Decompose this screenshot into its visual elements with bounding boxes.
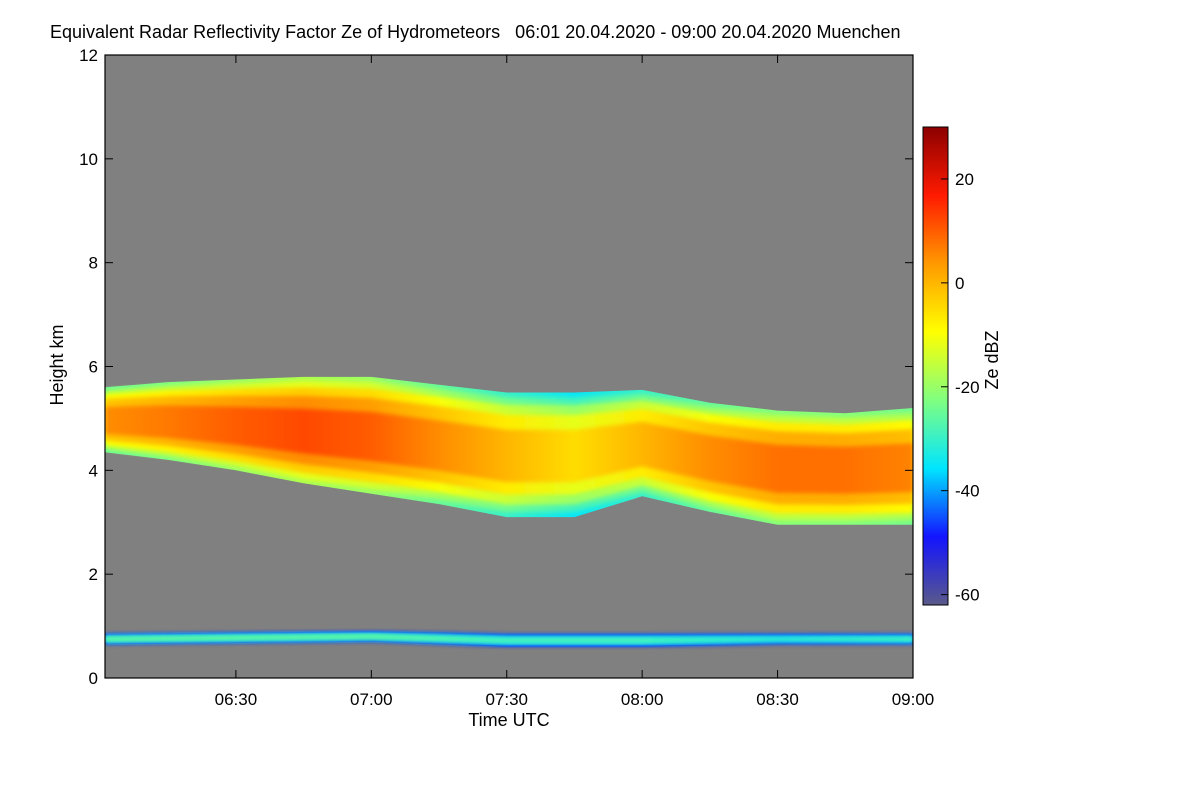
echo-layers [105, 376, 913, 647]
colorbar [922, 126, 949, 606]
y-tick-label: 2 [89, 565, 98, 584]
x-tick-label: 09:00 [892, 690, 935, 709]
y-axis-title: Height km [47, 324, 67, 405]
y-tick-label: 12 [79, 46, 98, 65]
colorbar-ticks: 20 0 -20 -40 -60 [941, 170, 980, 605]
x-axis-title: Time UTC [468, 710, 549, 730]
plot-background [105, 55, 913, 678]
y-axis: 0 2 4 6 8 10 12 [79, 46, 913, 688]
x-axis: 06:30 07:00 07:30 08:00 08:30 09:00 [215, 55, 935, 709]
x-tick-label: 08:30 [756, 690, 799, 709]
y-tick-label: 0 [89, 669, 98, 688]
chart-title: Equivalent Radar Reflectivity Factor Ze … [50, 22, 901, 42]
colorbar-tick-label: -20 [955, 378, 980, 397]
y-tick-label: 4 [89, 461, 98, 480]
colorbar-tick-label: -60 [955, 586, 980, 605]
x-tick-label: 08:00 [621, 690, 664, 709]
x-tick-label: 07:30 [485, 690, 528, 709]
x-tick-label: 06:30 [215, 690, 258, 709]
layer-1-shell-4 [105, 634, 913, 644]
colorbar-tick-label: -40 [955, 482, 980, 501]
y-tick-label: 10 [79, 150, 98, 169]
colorbar-tick-label: 20 [955, 170, 974, 189]
y-tick-label: 8 [89, 254, 98, 273]
colorbar-tick-label: 0 [955, 274, 964, 293]
layer-0-shell-4 [105, 405, 913, 494]
layer-0 [105, 376, 913, 525]
colorbar-title: Ze dBZ [982, 330, 1002, 389]
y-tick-label: 6 [89, 358, 98, 377]
layer-1 [105, 631, 913, 647]
x-tick-label: 07:00 [350, 690, 393, 709]
